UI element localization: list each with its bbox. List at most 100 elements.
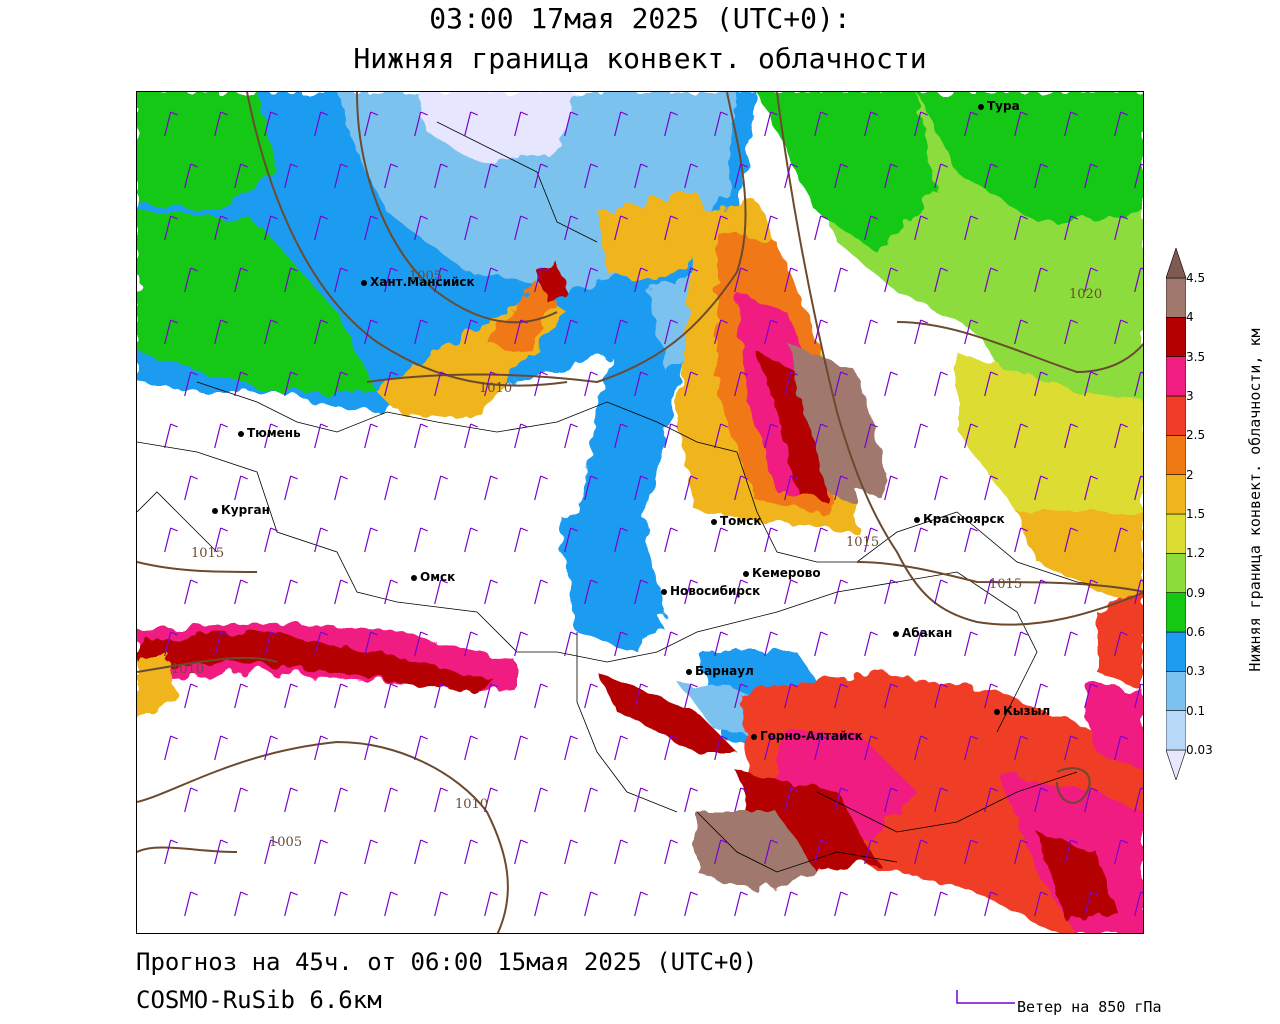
wind-barb [834,163,848,189]
wind-barb [764,631,778,657]
wind-barb [884,579,898,605]
wind-barb [464,527,478,553]
wind-barb [334,267,348,293]
map-field [137,92,1143,933]
wind-barb [364,111,378,137]
city-dot [411,574,417,581]
legend-title: Нижняя граница конвект. облачности, км [1246,328,1264,672]
wind-barb [714,527,728,553]
color-legend-bar [1166,248,1186,780]
wind-barb [534,475,548,501]
wind-barb [1084,163,1098,189]
wind-barb [634,683,648,709]
wind-barb [1014,215,1028,241]
wind-barb [584,163,598,189]
wind-barb [664,319,678,345]
wind-barb [784,475,798,501]
wind-barb [564,215,578,241]
wind-barb [284,683,298,709]
wind-barb [364,839,378,865]
isobar-label: 1005 [269,835,303,850]
city-name: Курган [221,503,270,517]
wind-barb [914,735,928,761]
legend-swatch [1166,248,1186,279]
wind-barb [534,579,548,605]
legend-swatch [1166,553,1186,593]
wind-barb [264,839,278,865]
legend-tick-label: 0.3 [1186,664,1206,679]
wind-barb [414,735,428,761]
wind-barb [214,319,228,345]
isobar-label: 1015 [989,577,1023,592]
wind-barb [1134,371,1143,397]
isobar-label: 1015 [191,546,225,561]
wind-barb [164,527,178,553]
wind-barb [434,891,448,917]
wind-barb [784,163,798,189]
wind-barb [184,163,198,189]
wind-barb [1034,683,1048,709]
wind-barb [664,215,678,241]
wind-barb [414,319,428,345]
wind-barb [1014,111,1028,137]
wind-barb [564,527,578,553]
city-2: Тюмень [235,426,301,440]
wind-barb [684,891,698,917]
wind-barb [234,371,248,397]
wind-barb [534,267,548,293]
wind-barb [964,215,978,241]
wind-barb [714,423,728,449]
isobar-label: 1020 [1069,287,1103,302]
wind-barb [514,839,528,865]
wind-barb [534,163,548,189]
wind-barb [534,371,548,397]
city-dot [893,630,899,637]
wind-barb [684,475,698,501]
wind-barb [264,631,278,657]
wind-barb [784,267,798,293]
city-dot [978,103,984,110]
forecast-info: Прогноз на 45ч. от 06:00 15мая 2025 (UTC… [136,948,758,976]
legend-tick-label: 4.5 [1186,271,1206,285]
wind-barb [964,423,978,449]
wind-barb [664,423,678,449]
wind-barb [684,371,698,397]
wind-barb [264,111,278,137]
wind-barb [1084,475,1098,501]
wind-barb [414,423,428,449]
city-name: Красноярск [923,512,1005,526]
wind-barb [1114,735,1128,761]
wind-barb [234,579,248,605]
wind-barb [534,891,548,917]
wind-barb [1064,839,1078,865]
wind-barb [914,319,928,345]
city-dot [751,733,757,740]
wind-barb [414,215,428,241]
wind-barb [384,787,398,813]
wind-barb [434,475,448,501]
wind-barb [934,163,948,189]
wind-barb [464,631,478,657]
wind-barb [214,527,228,553]
city-dot [238,430,244,437]
wind-barbs [164,111,1143,917]
wind-barb [314,319,328,345]
wind-barb [764,319,778,345]
wind-barb [214,215,228,241]
wind-barb [264,215,278,241]
wind-barb [384,267,398,293]
city-dot [994,708,1000,715]
wind-barb [364,527,378,553]
wind-barb [364,215,378,241]
wind-barb [214,735,228,761]
city-6: Томск [708,514,762,528]
wind-barb [184,787,198,813]
wind-legend-label: Ветер на 850 гПа [1017,998,1162,1016]
wind-barb [364,735,378,761]
legend-swatch [1166,277,1186,318]
wind-barb [264,527,278,553]
wind-barb [634,579,648,605]
legend-tick-label: 3.5 [1186,349,1206,364]
wind-barb [1134,787,1143,813]
wind-barb [964,319,978,345]
